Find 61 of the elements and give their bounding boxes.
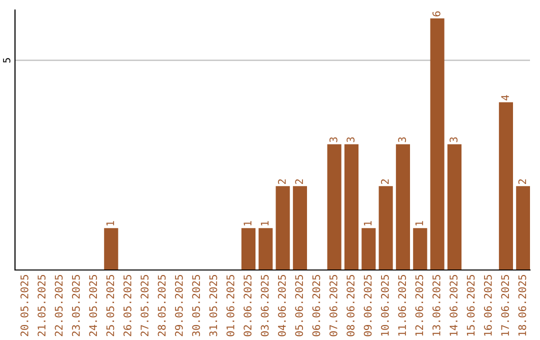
bar [241,228,256,270]
data-label: 1 [260,221,269,226]
data-label: 1 [244,221,252,226]
x-tick-label: 24.05.2025 [89,275,98,336]
bar [362,228,376,270]
bar [104,228,118,270]
data-label: 4 [501,95,509,100]
x-tick-label: 18.06.2025 [518,275,526,336]
x-tick-label: 25.05.2025 [106,275,114,336]
data-label: 2 [295,179,303,184]
x-tick-label: 07.06.2025 [329,275,338,336]
bar [344,144,359,270]
bar [292,186,308,270]
data-label: 3 [329,137,338,142]
x-tick-label: 27.05.2025 [140,275,149,336]
data-label: 3 [450,137,458,142]
data-label: 6 [432,11,440,16]
x-tick-label: 01.06.2025 [226,275,234,336]
x-tick-label: 08.06.2025 [346,275,355,336]
bar [447,144,462,270]
bar [498,102,514,270]
x-tick-label: 11.06.2025 [398,275,406,336]
bar [396,144,410,270]
data-label: 3 [346,137,355,142]
data-label: 2 [278,179,286,184]
data-label: 3 [398,137,406,142]
x-tick-label: 17.06.2025 [501,275,510,336]
x-tick-label: 16.06.2025 [484,275,492,336]
x-tick-label: 10.06.2025 [380,275,389,336]
data-label: 1 [415,221,424,226]
x-tick-label: 30.05.2025 [192,275,200,336]
x-tick-label: 21.05.2025 [38,275,46,336]
x-tick-label: 12.06.2025 [415,275,424,336]
bar [327,144,342,270]
x-tick-label: 13.06.2025 [432,275,440,336]
x-tick-label: 20.05.2025 [20,275,28,336]
x-tick-label: 03.06.2025 [260,275,269,336]
data-label: 2 [518,179,526,184]
x-tick-label: 09.06.2025 [364,275,372,336]
y-tick-label: 5 [3,58,10,63]
bar [258,228,273,270]
data-label: 2 [380,179,389,184]
x-tick-label: 15.06.2025 [466,275,475,336]
x-tick-label: 23.05.2025 [72,275,80,336]
x-tick-label: 02.06.2025 [244,275,252,336]
bar [430,18,444,270]
x-tick-label: 22.05.2025 [54,275,63,336]
x-tick-label: 29.05.2025 [174,275,183,336]
bar [378,186,393,270]
x-tick-label: 14.06.2025 [450,275,458,336]
data-label: 1 [364,221,372,226]
x-tick-label: 31.05.2025 [209,275,218,336]
x-tick-label: 05.06.2025 [295,275,304,336]
x-tick-label: 26.05.2025 [123,275,132,336]
bar [516,186,530,270]
data-label: 1 [106,221,114,226]
bar [413,228,428,270]
x-tick-label: 04.06.2025 [278,275,286,336]
bar [276,186,290,270]
x-tick-label: 06.06.2025 [312,275,320,336]
x-tick-label: 28.05.2025 [158,275,166,336]
